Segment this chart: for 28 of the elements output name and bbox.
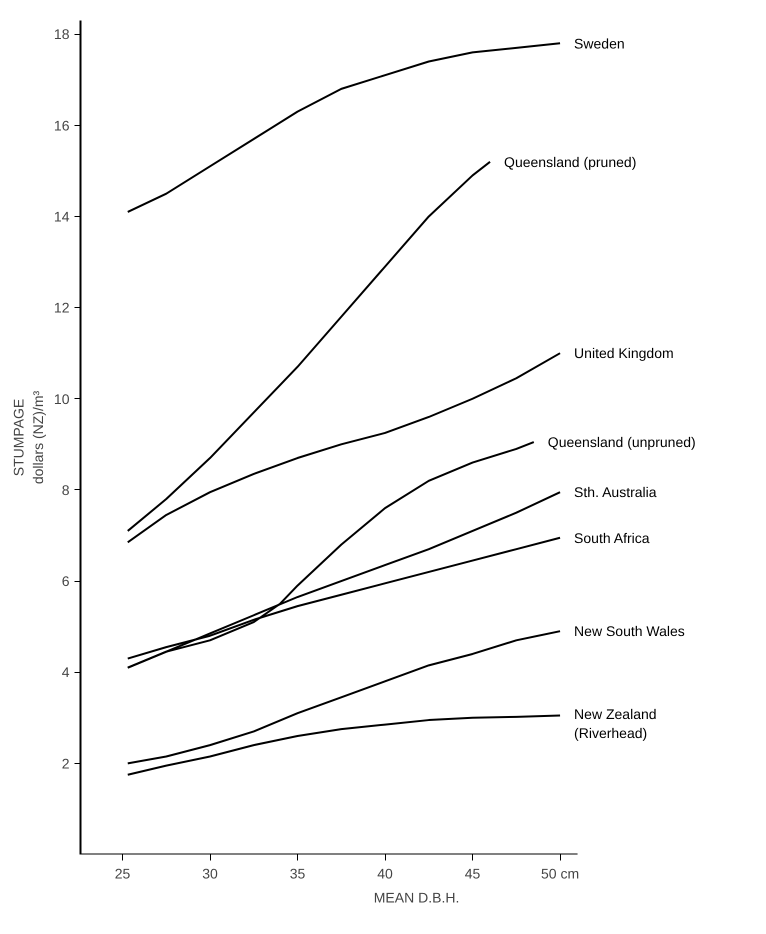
series-label: Sweden bbox=[574, 35, 625, 52]
series-label: New South Wales bbox=[574, 623, 685, 640]
y-tick-label: 18 bbox=[54, 26, 70, 42]
y-tick-label: 6 bbox=[62, 573, 70, 590]
series-label: New Zealand (Riverhead) bbox=[574, 706, 657, 742]
x-axis-title: MEAN D.B.H. bbox=[374, 890, 460, 906]
y-tick-label: 2 bbox=[62, 755, 70, 772]
x-tick-label: 50 cm bbox=[540, 866, 580, 882]
y-tick-label: 16 bbox=[54, 117, 70, 134]
y-tick-label: 8 bbox=[62, 482, 70, 498]
line-series bbox=[126, 714, 562, 776]
x-tick-label: 25 bbox=[114, 866, 131, 882]
y-tick-label: 4 bbox=[62, 664, 70, 680]
series-label: South Africa bbox=[574, 530, 650, 546]
x-tick-label: 35 bbox=[290, 866, 306, 882]
y-tick-label: 14 bbox=[54, 208, 70, 224]
series-label: United Kingdom bbox=[574, 345, 674, 362]
y-tick-label: 10 bbox=[54, 390, 70, 407]
x-tick-label: 45 bbox=[464, 866, 481, 882]
y-axis-title: STUMPAGE dollars (NZ)/m³ bbox=[10, 390, 46, 484]
line-series bbox=[126, 630, 562, 764]
series-label: Sth. Australia bbox=[574, 484, 657, 500]
series-label: Queensland (unpruned) bbox=[548, 434, 696, 450]
x-tick-label: 30 bbox=[202, 866, 218, 882]
line-series bbox=[126, 160, 492, 532]
x-tick-label: 40 bbox=[377, 866, 394, 882]
y-tick-label: 12 bbox=[54, 300, 70, 316]
series-label: Queensland (pruned) bbox=[504, 154, 636, 170]
